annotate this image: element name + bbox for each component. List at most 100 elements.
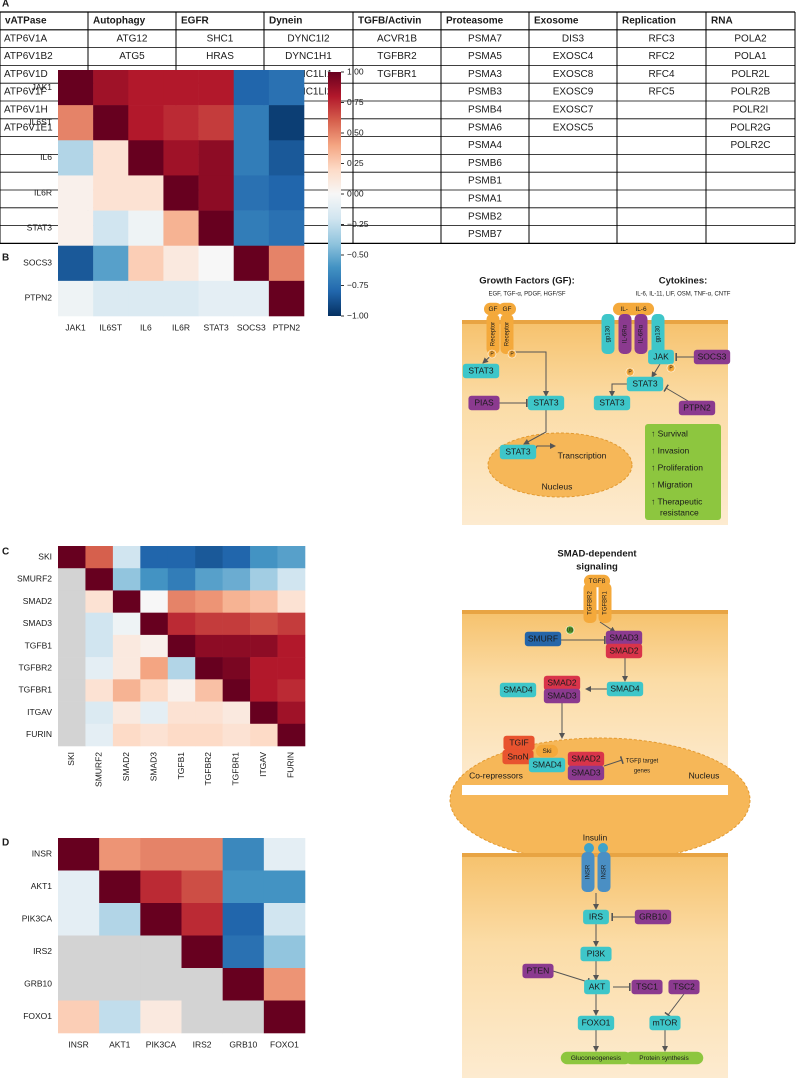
heatmap-cell (163, 245, 199, 282)
diagram-box-label: GF (502, 306, 511, 313)
heatmap-cell (58, 140, 94, 176)
table-cell: ATP6V1E1 (4, 122, 53, 133)
heatmap-cell (128, 175, 164, 211)
heatmap-cell (222, 679, 251, 702)
heatmap-cell (167, 546, 196, 569)
heatmap-cell (140, 590, 169, 613)
diagram-box (567, 765, 605, 781)
heatmap-cell (233, 280, 270, 317)
heatmap-cell (181, 935, 223, 969)
column-label: TGFBR2 (203, 752, 213, 786)
na-cell (140, 968, 182, 1001)
heatmap-cell (167, 590, 196, 613)
diagram-box-label: GF (488, 306, 497, 313)
heatmap-cell (99, 838, 141, 871)
heatmap-cell (140, 870, 182, 904)
column-label: JAK1 (65, 322, 86, 332)
diagram-box (497, 302, 517, 316)
diagram-box-label: Ski (542, 748, 551, 755)
table-cell: PSMA3 (468, 69, 502, 80)
diagram-text: Co-repressors (469, 770, 523, 780)
diagram-note: IL-6, IL-11, LIF, OSM, TNF-α, CNTF (636, 292, 731, 298)
heatmap-cell (195, 657, 223, 680)
heatmap-cell (128, 245, 164, 282)
badge (507, 349, 517, 359)
heatmap-cell (85, 701, 114, 725)
receptor-label: gp130 (656, 325, 662, 342)
row-label: PIK3CA (22, 914, 53, 924)
heatmap-cell (277, 657, 306, 680)
table-cell: ATP6V1H (4, 105, 48, 116)
outcome-text: ↑ Proliferation (651, 462, 703, 472)
table-cell: PSMB6 (468, 158, 502, 169)
diagram-box (678, 400, 716, 416)
diagram-box-label: AKT (589, 982, 606, 992)
heatmap-cell (58, 105, 94, 141)
heatmap-cell (233, 245, 270, 282)
diagram-title: Growth Factors (GF): (479, 276, 575, 287)
badge-text: P (669, 366, 673, 372)
na-cell (58, 568, 86, 591)
heatmap-cell (222, 968, 265, 1001)
heatmap-cell (140, 838, 182, 871)
table-header: Autophagy (93, 16, 146, 27)
heatmap-cell (222, 935, 265, 969)
table-cell: EXOSC5 (553, 122, 594, 133)
heatmap-cell (198, 70, 235, 106)
table-cell: POLR2L (731, 69, 770, 80)
table-cell: DIS3 (562, 33, 585, 44)
heatmap-cell (85, 612, 114, 636)
heatmap-cell (85, 546, 114, 569)
heatmap-cell (112, 634, 141, 658)
na-cell (58, 723, 86, 747)
column-label: FURIN (286, 752, 296, 778)
diagram-box-label: Protein synthesis (639, 1055, 689, 1062)
colorbar-tick-label: −0.25 (347, 219, 369, 229)
diagram-box (560, 1051, 632, 1065)
na-cell (181, 968, 223, 1001)
row-label: INSR (32, 849, 52, 859)
table-cell: PSMB2 (468, 211, 502, 222)
heatmap-cell (140, 546, 169, 569)
diagram-box-label: GRB10 (639, 912, 667, 922)
heatmap-cell (93, 175, 129, 211)
heatmap-cell (233, 140, 270, 176)
heatmap-cell (112, 612, 141, 636)
diagram-box-label: IRS (589, 912, 604, 922)
heatmap-cell (163, 140, 199, 176)
row-label: GRB10 (24, 979, 52, 989)
heatmap-cell (58, 838, 100, 871)
heatmap-cell (198, 175, 235, 211)
receptor (583, 583, 597, 623)
colorbar-tick-label: 0.75 (347, 97, 364, 107)
heatmap-cell (233, 105, 270, 141)
row-label: TGFBR2 (18, 662, 52, 672)
arrow (552, 970, 590, 986)
heatmap-cell (167, 568, 196, 591)
diagram-box (580, 946, 612, 962)
heatmap-cell (167, 679, 196, 702)
table-cell: ACVR1B (377, 33, 417, 44)
heatmap-cell (268, 280, 305, 317)
heatmap-cell (58, 245, 94, 282)
diagram-note: genes (634, 769, 650, 775)
panel-label: C (2, 547, 9, 558)
table-header: EGFR (181, 16, 210, 27)
heatmap-cell (222, 838, 265, 871)
heatmap-cell (222, 568, 251, 591)
diagram-box (503, 735, 535, 751)
heatmap-cell (58, 210, 94, 247)
column-label: FOXO1 (270, 1039, 299, 1049)
table-header: Exosome (534, 16, 579, 27)
heatmap-cell (277, 679, 306, 702)
heatmap-cell (198, 245, 235, 282)
heatmap-cell (198, 280, 235, 317)
table-cell: ATG12 (117, 33, 148, 44)
na-cell (58, 657, 86, 680)
outcome-text: ↑ Therapeutic (651, 496, 703, 506)
column-label: SMAD3 (148, 752, 158, 782)
heatmap-cell (58, 70, 94, 106)
diagram-box (624, 1051, 704, 1065)
heatmap-cell (167, 701, 196, 725)
